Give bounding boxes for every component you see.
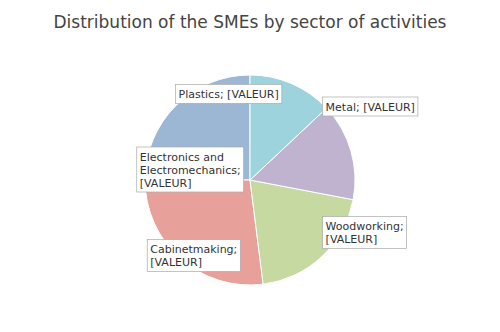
title: Distribution of the SMEs by sector of ac… [54, 12, 447, 32]
annotation-box [323, 97, 418, 116]
annotation: Woodworking;[VALEUR] [323, 217, 407, 249]
annotation-box [323, 217, 407, 249]
annotation-text: Woodworking;[VALEUR] [326, 220, 404, 246]
annotation-box [137, 147, 244, 192]
annotation: Electronics andElectromechanics;[VALEUR] [137, 147, 244, 192]
annotation-text: Electronics andElectromechanics;[VALEUR] [140, 150, 241, 189]
pie-slice [145, 180, 263, 285]
annotation: Plastics; [VALEUR] [176, 84, 282, 103]
annotation-text: Cabinetmaking;[VALEUR] [150, 243, 237, 269]
annotation-box [176, 84, 282, 103]
annotation-box [147, 240, 240, 272]
annotation: Metal; [VALEUR] [323, 97, 418, 116]
annotation-text: Plastics; [VALEUR] [179, 87, 279, 100]
chart: Distribution of the SMEs by sector of ac… [0, 0, 500, 332]
annotation: Cabinetmaking;[VALEUR] [147, 240, 240, 272]
annotation-text: Metal; [VALEUR] [326, 100, 415, 113]
